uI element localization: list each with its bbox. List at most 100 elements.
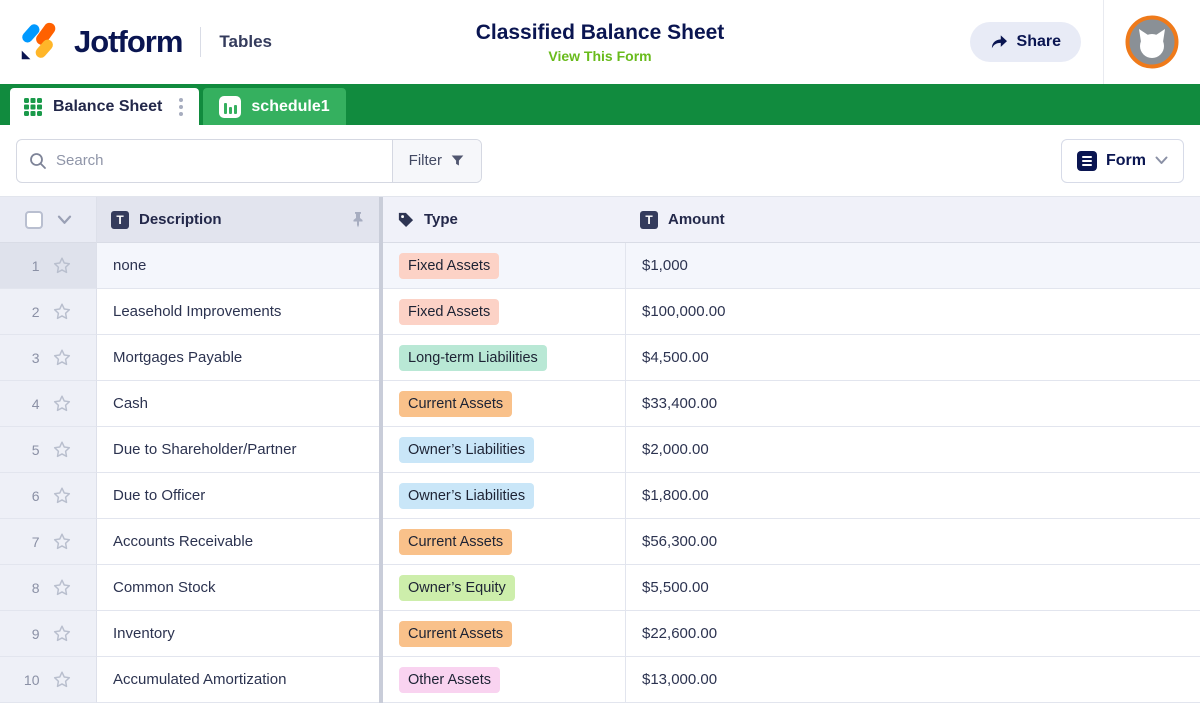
amount-cell[interactable]: $22,600.00 (626, 611, 1200, 657)
amount-cell[interactable]: $1,000 (626, 243, 1200, 289)
type-cell[interactable]: Current Assets (383, 381, 626, 427)
amount-text: $33,400.00 (642, 395, 718, 412)
amount-cell[interactable]: $100,000.00 (626, 289, 1200, 335)
row-selector-cell[interactable]: 4 (0, 381, 97, 427)
view-switcher-form-button[interactable]: Form (1061, 138, 1184, 183)
search-filter-control: Filter (16, 138, 482, 183)
amount-cell[interactable]: $56,300.00 (626, 519, 1200, 565)
filter-button[interactable]: Filter (391, 139, 481, 182)
amount-cell[interactable]: $1,800.00 (626, 473, 1200, 519)
star-icon[interactable] (51, 485, 73, 507)
amount-cell[interactable]: $33,400.00 (626, 381, 1200, 427)
avatar-zone (1103, 0, 1200, 84)
search-icon (30, 152, 46, 169)
star-icon[interactable] (51, 393, 73, 415)
star-icon[interactable] (51, 577, 73, 599)
type-cell[interactable]: Current Assets (383, 519, 626, 565)
chevron-down-icon[interactable] (57, 215, 72, 225)
row-selector-cell[interactable]: 8 (0, 565, 97, 611)
amount-cell[interactable]: $13,000.00 (626, 657, 1200, 703)
frozen-column-divider (379, 381, 383, 427)
row-number: 7 (31, 533, 40, 550)
type-cell[interactable]: Owner’s Equity (383, 565, 626, 611)
search-input[interactable] (56, 152, 392, 169)
table-row: 9 Inventory Current Assets $22,600.00 (0, 611, 1200, 657)
frozen-column-divider (379, 427, 383, 473)
star-icon[interactable] (51, 347, 73, 369)
toolbar: Filter Form (0, 125, 1200, 196)
column-header-type[interactable]: Type (383, 197, 626, 243)
table-grid-icon (24, 97, 42, 116)
brand-wordmark[interactable]: Jotform (74, 24, 183, 59)
view-form-link[interactable]: View This Form (548, 47, 652, 64)
description-cell[interactable]: none (97, 243, 379, 289)
star-icon[interactable] (51, 255, 73, 277)
amount-cell[interactable]: $5,500.00 (626, 565, 1200, 611)
jotform-logo-icon[interactable] (16, 19, 62, 65)
pin-icon[interactable] (351, 211, 365, 228)
amount-cell[interactable]: $4,500.00 (626, 335, 1200, 381)
chevron-down-icon (1155, 156, 1168, 164)
tab-balance-sheet[interactable]: Balance Sheet (10, 88, 200, 125)
description-cell[interactable]: Due to Shareholder/Partner (97, 427, 379, 473)
star-icon[interactable] (51, 623, 73, 645)
share-arrow-icon (991, 35, 1007, 49)
product-name[interactable]: Tables (219, 32, 272, 51)
tab-schedule1[interactable]: schedule1 (203, 88, 346, 125)
description-text: Due to Officer (113, 487, 206, 504)
amount-text: $2,000.00 (642, 441, 709, 458)
page-title: Classified Balance Sheet (475, 20, 725, 44)
amount-cell[interactable]: $2,000.00 (626, 427, 1200, 473)
row-number: 4 (31, 395, 40, 412)
description-text: Accumulated Amortization (113, 671, 287, 688)
table-row: 4 Cash Current Assets $33,400.00 (0, 381, 1200, 427)
description-cell[interactable]: Cash (97, 381, 379, 427)
row-selector-cell[interactable]: 2 (0, 289, 97, 335)
type-cell[interactable]: Owner’s Liabilities (383, 473, 626, 519)
row-selector-cell[interactable]: 10 (0, 657, 97, 703)
search-box[interactable] (17, 140, 392, 182)
column-header-amount[interactable]: T Amount (626, 197, 1200, 243)
text-field-icon: T (111, 210, 129, 229)
table-row: 6 Due to Officer Owner’s Liabilities $1,800… (0, 473, 1200, 519)
description-text: Leasehold Improvements (113, 303, 282, 320)
amount-text: $56,300.00 (642, 533, 718, 550)
row-selector-cell[interactable]: 3 (0, 335, 97, 381)
type-cell[interactable]: Fixed Assets (383, 243, 626, 289)
avatar[interactable] (1125, 15, 1179, 69)
type-cell[interactable]: Long-term Liabilities (383, 335, 626, 381)
star-icon[interactable] (51, 439, 73, 461)
amount-text: $100,000.00 (642, 303, 726, 320)
description-cell[interactable]: Leasehold Improvements (97, 289, 379, 335)
frozen-column-divider (379, 519, 383, 565)
type-cell[interactable]: Current Assets (383, 611, 626, 657)
frozen-column-divider (379, 289, 383, 335)
table-header-row: T Description Type T Amount (0, 196, 1200, 243)
row-selector-cell[interactable]: 1 (0, 243, 97, 289)
brand-divider (200, 27, 202, 57)
description-cell[interactable]: Inventory (97, 611, 379, 657)
select-all-checkbox[interactable] (24, 210, 43, 229)
tab-options-icon[interactable] (176, 95, 186, 119)
row-selector-cell[interactable]: 7 (0, 519, 97, 565)
star-icon[interactable] (51, 531, 73, 553)
row-selector-cell[interactable]: 9 (0, 611, 97, 657)
description-text: Due to Shareholder/Partner (113, 441, 297, 458)
description-cell[interactable]: Accumulated Amortization (97, 657, 379, 703)
star-icon[interactable] (51, 669, 73, 691)
description-cell[interactable]: Accounts Receivable (97, 519, 379, 565)
row-selector-cell[interactable]: 6 (0, 473, 97, 519)
type-cell[interactable]: Other Assets (383, 657, 626, 703)
description-cell[interactable]: Mortgages Payable (97, 335, 379, 381)
column-header-description[interactable]: T Description (97, 197, 379, 243)
description-cell[interactable]: Common Stock (97, 565, 379, 611)
text-field-icon: T (640, 210, 658, 229)
table-row: 8 Common Stock Owner’s Equity $5,500.00 (0, 565, 1200, 611)
table-body: 1 none Fixed Assets $1,000 2 Leasehold Improv… (0, 243, 1200, 703)
share-button[interactable]: Share (969, 22, 1081, 62)
star-icon[interactable] (51, 301, 73, 323)
row-selector-cell[interactable]: 5 (0, 427, 97, 473)
type-cell[interactable]: Fixed Assets (383, 289, 626, 335)
description-cell[interactable]: Due to Officer (97, 473, 379, 519)
type-cell[interactable]: Owner’s Liabilities (383, 427, 626, 473)
